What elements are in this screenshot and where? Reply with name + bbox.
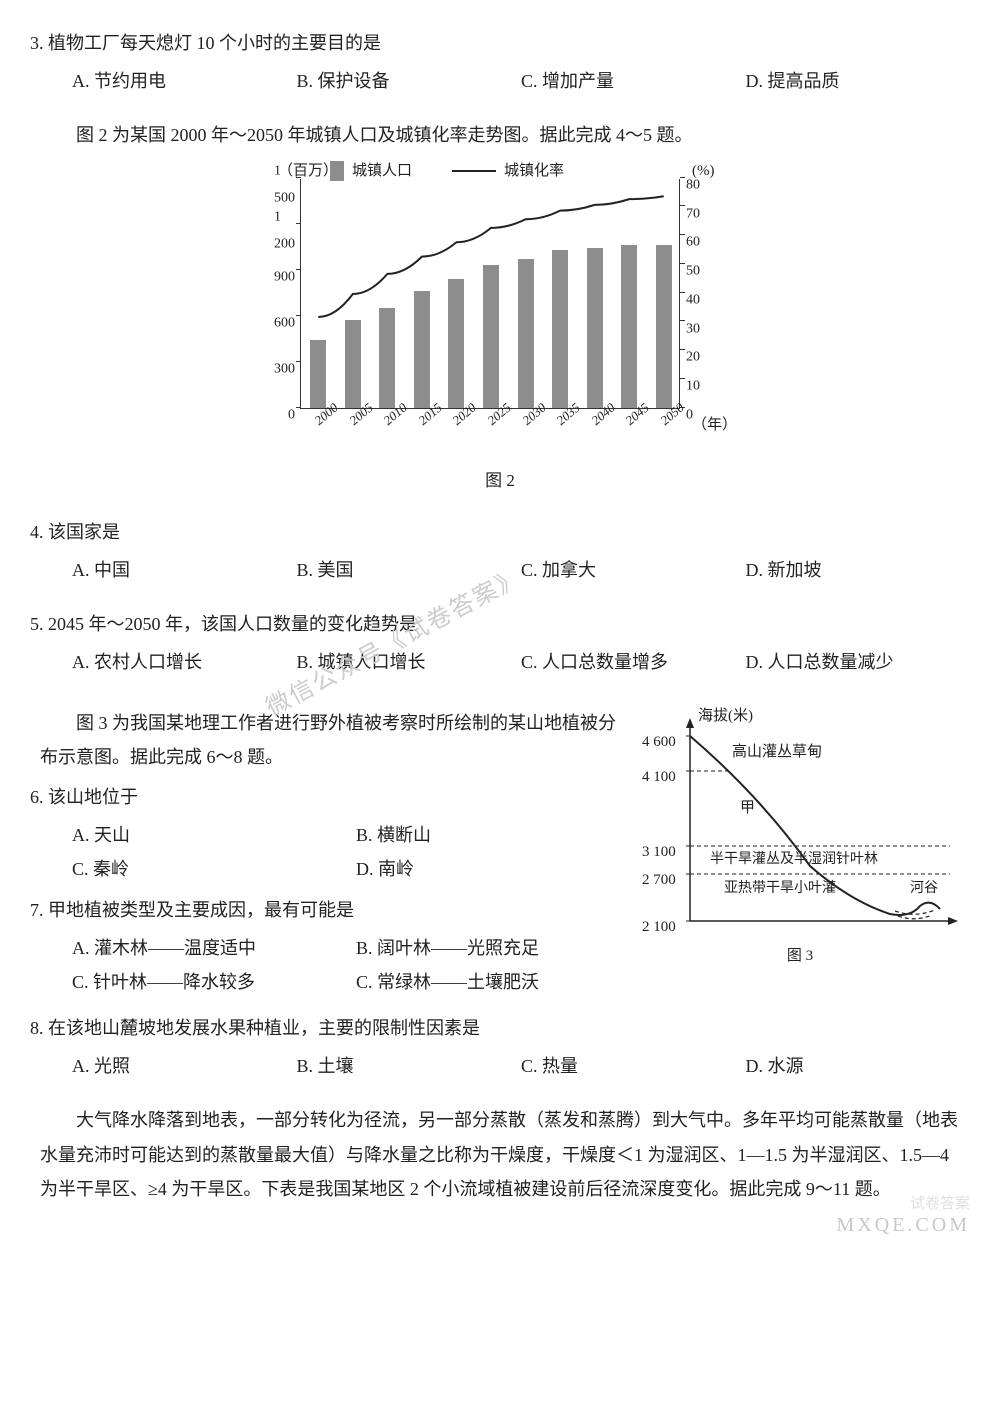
bar-2050: [656, 245, 672, 408]
ytick-left: 1 200: [274, 205, 301, 258]
q8-opt-b[interactable]: B. 土壤: [297, 1049, 522, 1083]
bar-2020: [448, 279, 464, 408]
q6-opt-b[interactable]: B. 横断山: [356, 818, 640, 852]
legend-bar-label: 城镇人口: [352, 163, 412, 179]
q8-stem: 8. 在该地山麓坡地发展水果种植业，主要的限制性因素是: [30, 1011, 970, 1045]
fig3-zone2: 甲: [740, 794, 755, 823]
fig3-zone1: 高山灌丛草甸: [732, 738, 822, 767]
q6-opt-c[interactable]: C. 秦岭: [72, 852, 356, 886]
q5-opt-b[interactable]: B. 城镇人口增长: [297, 645, 522, 679]
q4-opt-a[interactable]: A. 中国: [72, 553, 297, 587]
fig3-valley: 河谷: [910, 876, 938, 903]
q4-stem: 4. 该国家是: [30, 515, 970, 549]
q3-opt-c[interactable]: C. 增加产量: [521, 64, 746, 98]
bar-2015: [414, 291, 430, 408]
q7-opt-c[interactable]: C. 针叶林——降水较多: [72, 965, 356, 999]
fig3-zone4: 亚热带干旱小叶灌: [724, 876, 836, 903]
bar-2005: [345, 320, 361, 407]
q8-options: A. 光照 B. 土壤 C. 热量 D. 水源: [72, 1049, 970, 1083]
q4-opt-b[interactable]: B. 美国: [297, 553, 522, 587]
fig3-intro: 图 3 为我国某地理工作者进行野外植被考察时所绘制的某山地植被分布示意图。据此完…: [40, 706, 630, 774]
bar-2000: [310, 340, 326, 407]
legend-line-icon: [452, 170, 496, 172]
q3-opt-b[interactable]: B. 保护设备: [297, 64, 522, 98]
bar-2035: [552, 250, 568, 408]
q3-options: A. 节约用电 B. 保护设备 C. 增加产量 D. 提高品质: [72, 64, 970, 98]
q5-stem: 5. 2045 年～2050 年，该国人口数量的变化趋势是: [30, 607, 970, 641]
fig2-intro: 图 2 为某国 2000 年～2050 年城镇人口及城镇化率走势图。据此完成 4…: [40, 118, 960, 152]
q8-opt-a[interactable]: A. 光照: [72, 1049, 297, 1083]
bar-2025: [483, 265, 499, 408]
q6-options: A. 天山 B. 横断山 C. 秦岭 D. 南岭: [72, 818, 640, 886]
q3-opt-d[interactable]: D. 提高品质: [746, 64, 971, 98]
q7-opt-d[interactable]: C. 常绿林——土壤肥沃: [356, 965, 640, 999]
q7-stem: 7. 甲地植被类型及主要成因，最有可能是: [30, 893, 640, 927]
fig3-tick-2100: 2 100: [642, 913, 676, 942]
fig3-tick-4100: 4 100: [642, 763, 676, 792]
ytick-left: 1 500: [274, 159, 301, 212]
fig2-label: 图 2: [30, 465, 970, 497]
fig3-label: 图 3: [640, 942, 960, 971]
q5-opt-d[interactable]: D. 人口总数量减少: [746, 645, 971, 679]
legend-line-label: 城镇化率: [504, 163, 564, 179]
q8-opt-d[interactable]: D. 水源: [746, 1049, 971, 1083]
q8-opt-c[interactable]: C. 热量: [521, 1049, 746, 1083]
bar-2040: [587, 248, 603, 407]
bar-2045: [621, 245, 637, 408]
x-axis-unit: （年）: [692, 411, 737, 440]
fig3-zone3: 半干旱灌丛及半湿润针叶林: [710, 847, 878, 874]
fig3-diagram: 海拔(米) 4 600 4 100 3 100 2 700 2 100 高山灌丛…: [640, 706, 960, 966]
q5-options: A. 农村人口增长 B. 城镇人口增长 C. 人口总数量增多 D. 人口总数量减…: [72, 645, 970, 679]
q6-opt-d[interactable]: D. 南岭: [356, 852, 640, 886]
fig3-tick-2700: 2 700: [642, 866, 676, 895]
bar-2030: [518, 259, 534, 408]
fig3-title: 海拔(米): [698, 702, 753, 731]
watermark-corner-bottom: MXQE.COM: [837, 1206, 970, 1244]
fig3-tick-4600: 4 600: [642, 728, 676, 757]
q5-opt-a[interactable]: A. 农村人口增长: [72, 645, 297, 679]
q6-stem: 6. 该山地位于: [30, 780, 640, 814]
q7-opt-b[interactable]: B. 阔叶林——光照充足: [356, 931, 640, 965]
chart-plot-area: 03006009001 2001 50001020304050607080200…: [300, 179, 680, 409]
q3-opt-a[interactable]: A. 节约用电: [72, 64, 297, 98]
q7-options: A. 灌木林——温度适中 B. 阔叶林——光照充足 C. 针叶林——降水较多 C…: [72, 931, 640, 999]
q4-opt-c[interactable]: C. 加拿大: [521, 553, 746, 587]
para-last: 大气降水降落到地表，一部分转化为径流，另一部分蒸散（蒸发和蒸腾）到大气中。多年平…: [40, 1103, 960, 1206]
fig3-tick-3100: 3 100: [642, 838, 676, 867]
q4-options: A. 中国 B. 美国 C. 加拿大 D. 新加坡: [72, 553, 970, 587]
q5-opt-c[interactable]: C. 人口总数量增多: [521, 645, 746, 679]
fig2-chart: （百万） (%) 城镇人口 城镇化率 03006009001 2001 5000…: [30, 159, 970, 459]
q3-stem: 3. 植物工厂每天熄灯 10 个小时的主要目的是: [30, 26, 970, 60]
q7-opt-a[interactable]: A. 灌木林——温度适中: [72, 931, 356, 965]
bar-2010: [379, 308, 395, 408]
q6-opt-a[interactable]: A. 天山: [72, 818, 356, 852]
q4-opt-d[interactable]: D. 新加坡: [746, 553, 971, 587]
